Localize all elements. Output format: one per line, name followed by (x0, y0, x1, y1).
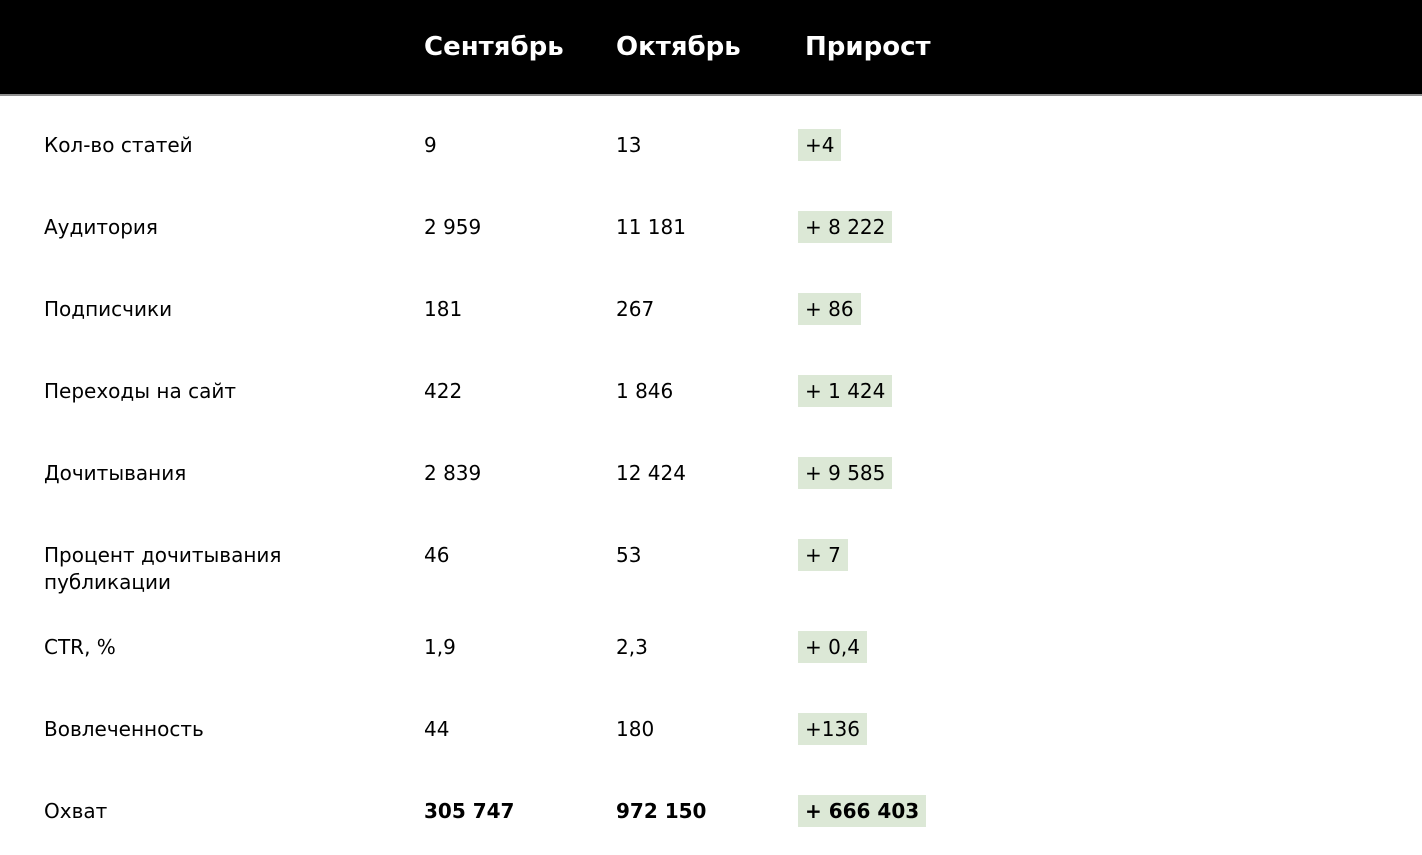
metric-label: Охват (44, 799, 108, 823)
september-value: 2 839 (424, 461, 482, 485)
september-value: 181 (424, 297, 463, 321)
table-row-read-percent: Процент дочитывания публикации 46 53 + 7 (0, 515, 1422, 607)
metric-label: CTR, % (44, 635, 116, 659)
september-value: 46 (424, 543, 450, 567)
growth-badge: + 9 585 (798, 457, 893, 489)
growth-badge: + 86 (798, 293, 861, 325)
metric-label: Аудитория (44, 215, 158, 239)
table-row-subscribers: Подписчики 181 267 + 86 (0, 269, 1422, 351)
table-row-engagement: Вовлеченность 44 180 +136 (0, 689, 1422, 771)
metric-label: Вовлеченность (44, 717, 204, 741)
table-row-articles: Кол-во статей 9 13 +4 (0, 105, 1422, 187)
metric-label: Переходы на сайт (44, 379, 236, 403)
table-row-audience: Аудитория 2 959 11 181 + 8 222 (0, 187, 1422, 269)
metric-label: Подписчики (44, 297, 173, 321)
growth-badge: + 7 (798, 539, 848, 571)
growth-badge: + 8 222 (798, 211, 893, 243)
growth-badge: + 0,4 (798, 631, 867, 663)
table-row-reach: Охват 305 747 972 150 + 666 403 (0, 771, 1422, 853)
table-row-ctr: CTR, % 1,9 2,3 + 0,4 (0, 607, 1422, 689)
september-value: 44 (424, 717, 450, 741)
column-header-growth: Прирост (805, 32, 931, 62)
october-value: 12 424 (616, 461, 686, 485)
growth-badge: + 1 424 (798, 375, 893, 407)
october-value: 1 846 (616, 379, 674, 403)
growth-badge: +136 (798, 713, 867, 745)
september-value: 305 747 (424, 799, 515, 823)
october-value: 267 (616, 297, 655, 321)
october-value: 53 (616, 543, 642, 567)
table-row-full-reads: Дочитывания 2 839 12 424 + 9 585 (0, 433, 1422, 515)
september-value: 1,9 (424, 635, 456, 659)
column-header-october: Октябрь (616, 32, 741, 62)
october-value: 972 150 (616, 799, 707, 823)
october-value: 11 181 (616, 215, 686, 239)
growth-badge: +4 (798, 129, 842, 161)
column-header-september: Сентябрь (424, 32, 564, 62)
october-value: 180 (616, 717, 655, 741)
september-value: 9 (424, 133, 437, 157)
growth-badge: + 666 403 (798, 795, 927, 827)
metric-label: Дочитывания (44, 461, 187, 485)
september-value: 2 959 (424, 215, 482, 239)
metrics-table: Кол-во статей 9 13 +4 Аудитория 2 959 11… (0, 96, 1422, 853)
october-value: 2,3 (616, 635, 648, 659)
metric-label: Процент дочитывания публикации (44, 543, 282, 594)
table-row-site-clicks: Переходы на сайт 422 1 846 + 1 424 (0, 351, 1422, 433)
metric-label: Кол-во статей (44, 133, 193, 157)
september-value: 422 (424, 379, 463, 403)
table-header: Сентябрь Октябрь Прирост (0, 0, 1422, 96)
october-value: 13 (616, 133, 642, 157)
